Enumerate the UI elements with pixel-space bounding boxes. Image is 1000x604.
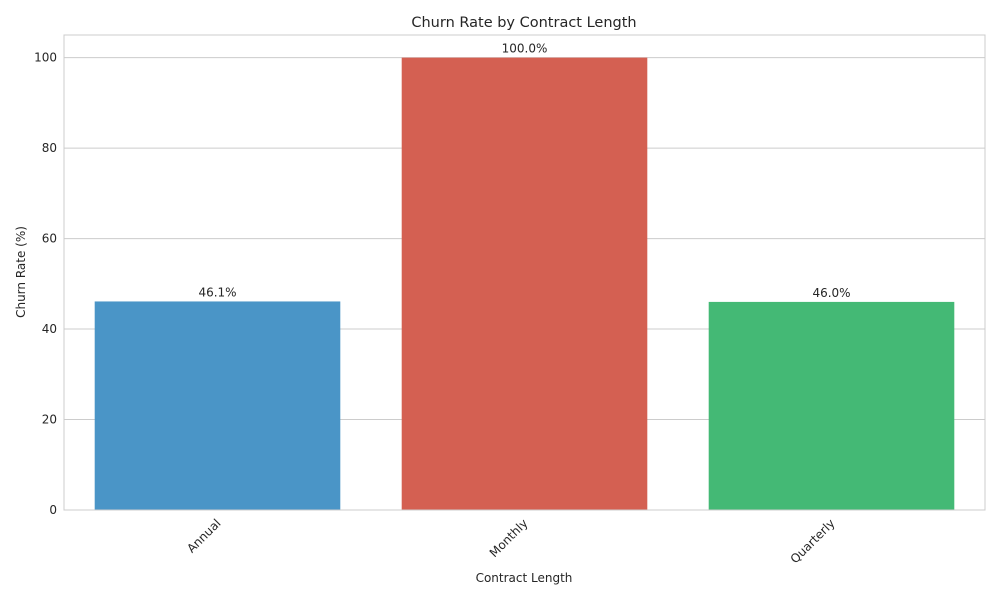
y-tick-label: 80 — [42, 141, 57, 155]
data-label-annual: 46.1% — [198, 285, 236, 299]
chart-title: Churn Rate by Contract Length — [411, 15, 636, 31]
data-label-quarterly: 46.0% — [812, 286, 850, 300]
x-axis-label: Contract Length — [476, 571, 573, 585]
x-tick-label-quarterly: Quarterly — [788, 516, 838, 566]
y-tick-label: 100 — [34, 51, 57, 65]
bar-monthly — [401, 57, 648, 510]
data-labels: 46.1% 100.0% 46.0% — [198, 42, 850, 300]
bar-annual — [94, 301, 341, 510]
data-label-monthly: 100.0% — [502, 42, 548, 56]
x-tick-label-annual: Annual — [184, 516, 223, 555]
bar-quarterly — [708, 301, 955, 510]
bars — [94, 57, 955, 510]
y-tick-label: 40 — [42, 322, 57, 336]
y-tick-labels: 0 20 40 60 80 100 — [34, 51, 57, 517]
x-tick-label-monthly: Monthly — [487, 516, 531, 560]
plot-frame — [63, 34, 986, 511]
y-tick-label: 0 — [49, 503, 57, 517]
x-tick-labels: Annual Monthly Quarterly — [184, 516, 837, 566]
y-tick-label: 60 — [42, 232, 57, 246]
y-tick-label: 20 — [42, 413, 57, 427]
y-axis-label: Churn Rate (%) — [14, 226, 28, 318]
